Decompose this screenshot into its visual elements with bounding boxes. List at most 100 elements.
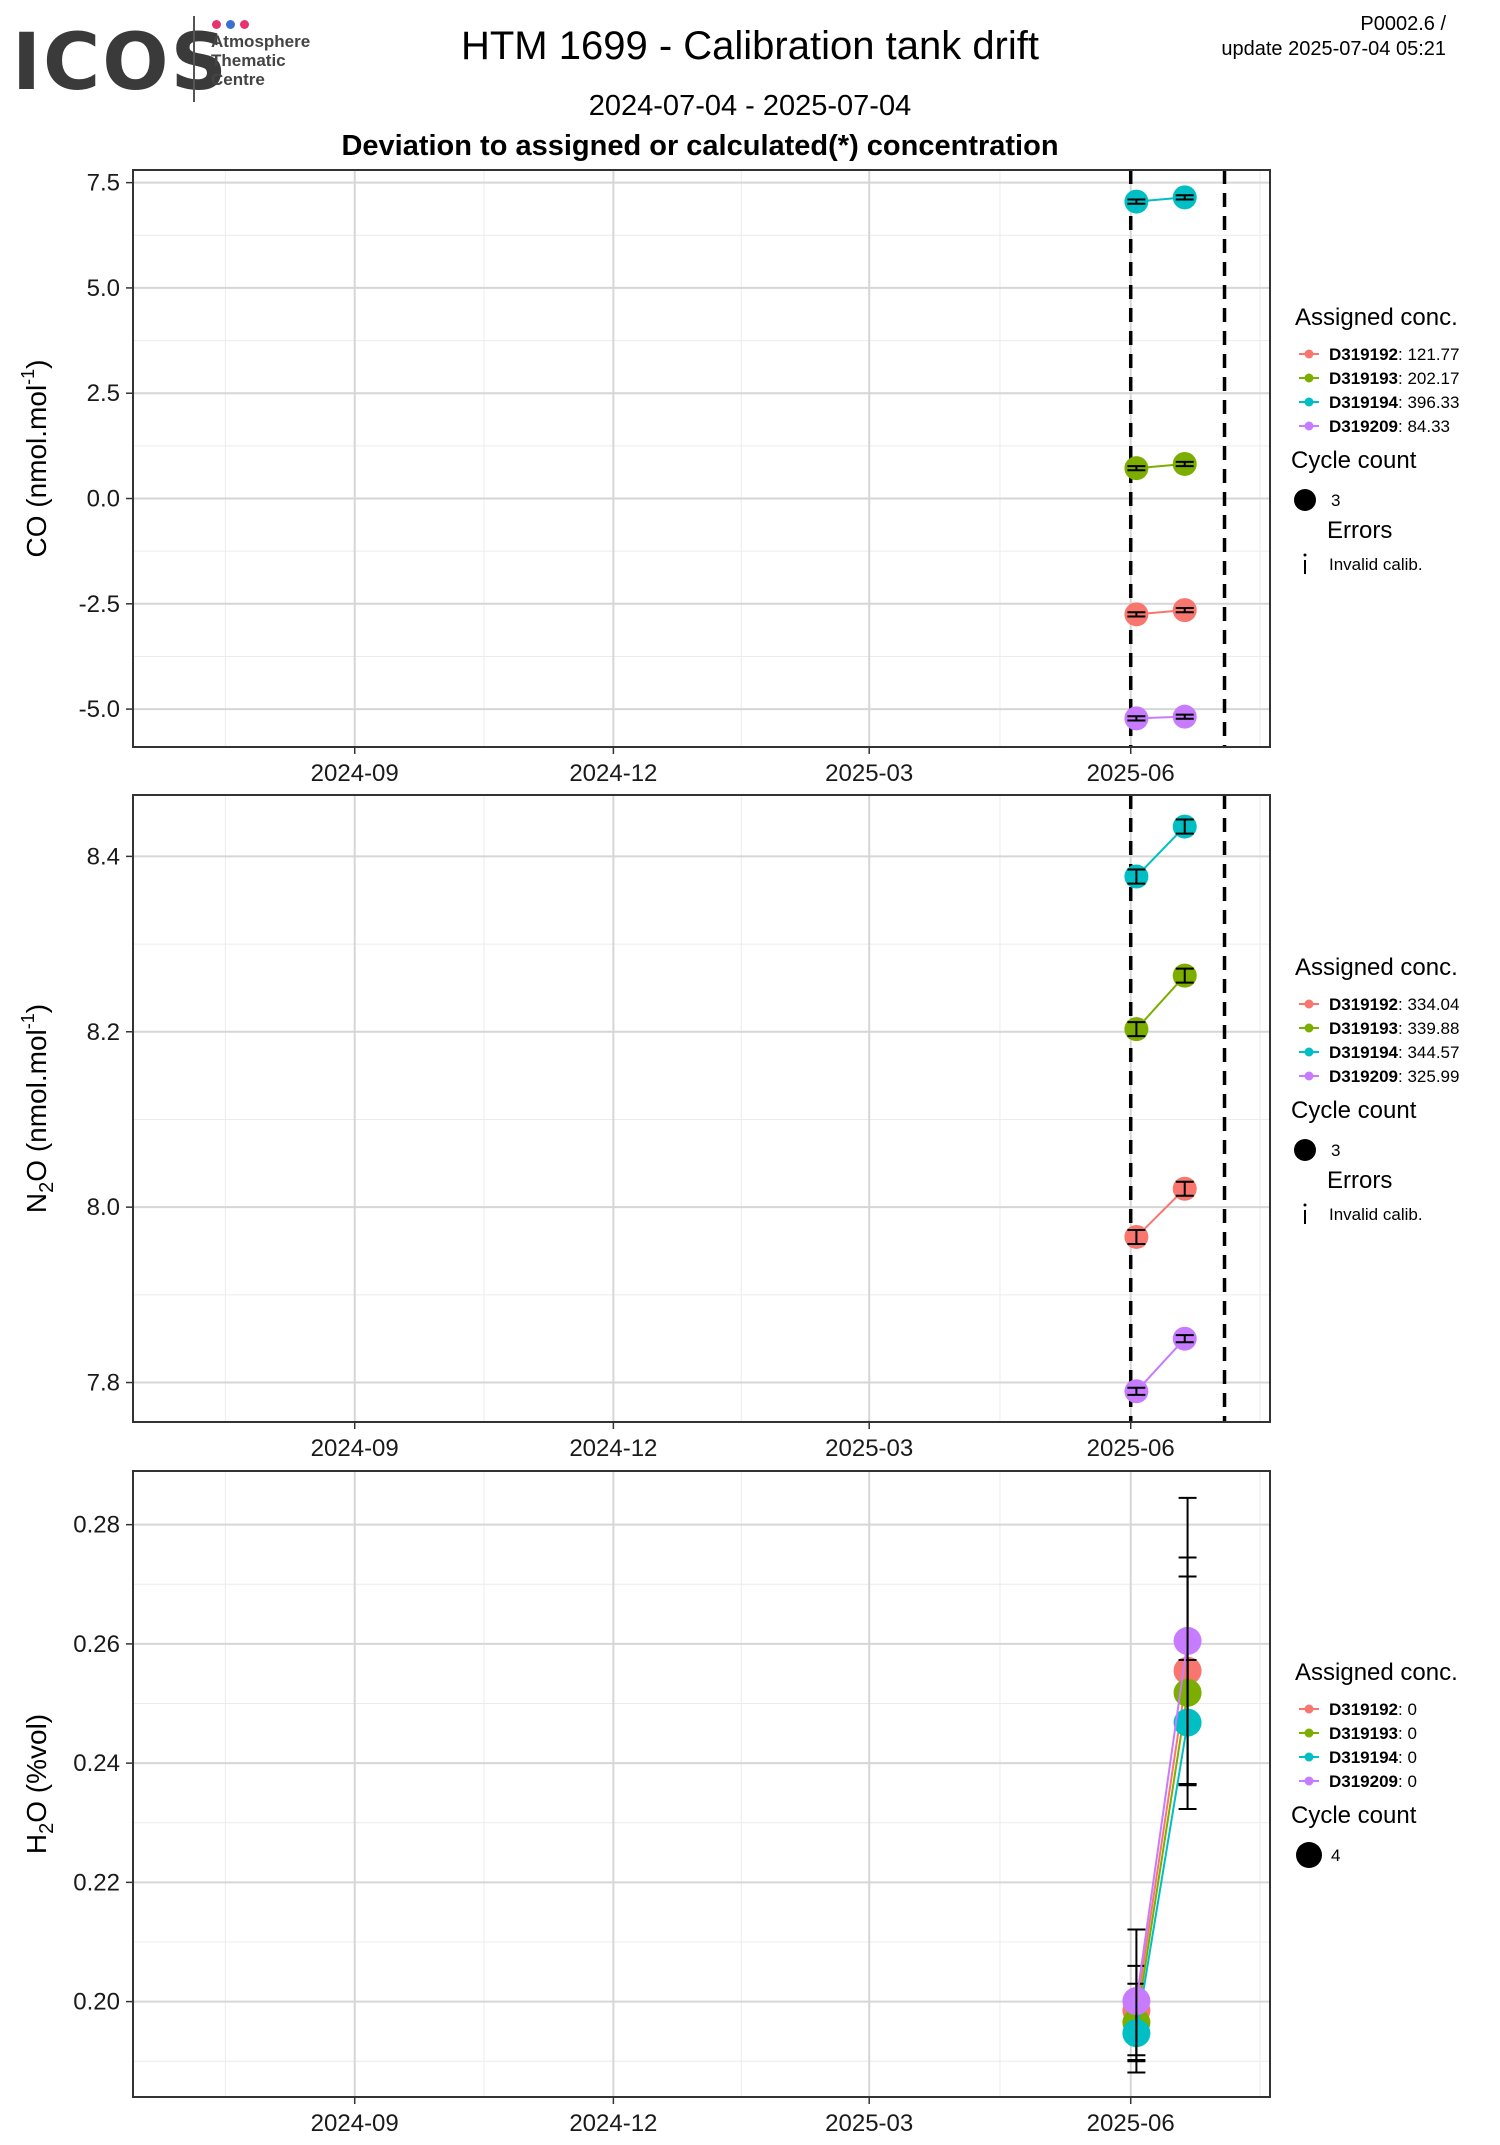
x-tick-label: 2024-09 <box>311 1435 399 1462</box>
legend-entry-value: : 339.88 <box>1398 1019 1459 1038</box>
y-tick-label: 8.2 <box>87 1019 120 1046</box>
logo-dot <box>226 20 235 29</box>
legend-key-dot <box>1304 1071 1314 1081</box>
legend-errors-label: Invalid calib. <box>1329 1205 1423 1224</box>
legend-entry-value: : 0 <box>1398 1748 1417 1767</box>
logo-dots-icon <box>212 16 254 34</box>
legend-entry-value: : 121.77 <box>1398 345 1459 364</box>
x-tick-label: 2025-03 <box>825 760 913 787</box>
legend-entry-D319192: D319192: 0 <box>1329 1700 1417 1719</box>
legend-entry-name: D319194 <box>1329 1748 1399 1767</box>
y-tick-label: 2.5 <box>87 380 120 407</box>
date-range: 2024-07-04 - 2025-07-04 <box>588 90 912 122</box>
series-line-D319193 <box>1135 974 1186 1030</box>
legend-key-dot <box>1304 1728 1314 1738</box>
legend-key-dot <box>1304 349 1314 359</box>
legend-title-assigned: Assigned conc. <box>1295 304 1458 331</box>
y-axis-title-part: CO (nmol.mol <box>21 385 52 558</box>
y-axis-title-part: N <box>21 1193 52 1213</box>
legend-entry-value: : 0 <box>1398 1724 1417 1743</box>
plot-border <box>132 169 1271 748</box>
legend-key-dot <box>1304 1023 1314 1033</box>
y-tick-label: 7.8 <box>87 1370 120 1397</box>
logo-line-1: Atmosphere <box>211 32 311 51</box>
x-tick-label: 2024-12 <box>569 760 657 787</box>
logo-line-3: Centre <box>211 70 265 89</box>
y-tick-label: 0.26 <box>73 1631 120 1658</box>
x-tick-label: 2025-03 <box>825 1435 913 1462</box>
legend-entry-name: D319193 <box>1329 1019 1398 1038</box>
y-axis-title-part: ) <box>21 359 52 368</box>
legend-key-dot <box>1304 1047 1314 1057</box>
legend-entry-name: D319192 <box>1329 1700 1398 1719</box>
legend-entry-D319192: D319192: 334.04 <box>1329 995 1459 1014</box>
legend-key-dot <box>1304 999 1314 1009</box>
legend-entry-D319194: D319194: 344.57 <box>1329 1043 1459 1062</box>
version-label: P0002.6 / <box>1360 13 1446 35</box>
page-title: HTM 1699 - Calibration tank drift <box>460 24 1039 68</box>
legend-title-cycle: Cycle count <box>1291 447 1417 474</box>
legend-entry-D319209: D319209: 325.99 <box>1329 1067 1459 1086</box>
legend: Assigned conc. D319192: 334.04 D319193: 33… <box>1291 954 1459 1224</box>
legend-entry-value: : 344.57 <box>1398 1043 1459 1062</box>
legend-entry-name: D319193 <box>1329 369 1398 388</box>
version-info: P0002.6 / update 2025-07-04 05:21 <box>1221 12 1446 62</box>
y-tick-label: 0.20 <box>73 1989 120 2016</box>
legend-cycle-value: 3 <box>1331 491 1340 510</box>
x-tick-label: 2025-03 <box>825 2110 913 2137</box>
legend-cycle-value: 4 <box>1331 1846 1340 1865</box>
logo-dot <box>212 20 221 29</box>
y-tick-label: -5.0 <box>79 696 120 723</box>
update-timestamp: update 2025-07-04 05:21 <box>1221 38 1446 60</box>
plot-background <box>133 170 1270 747</box>
x-tick-label: 2024-09 <box>311 2110 399 2137</box>
logo-line-2: Thematic <box>211 51 286 70</box>
legend-entry-D319192: D319192: 121.77 <box>1329 345 1459 364</box>
legend-title-cycle: Cycle count <box>1291 1802 1417 1829</box>
legend-cycle-dot <box>1294 1139 1316 1161</box>
y-tick-label: 7.5 <box>87 170 120 197</box>
legend-key-dot <box>1304 373 1314 383</box>
y-tick-label: 5.0 <box>87 275 120 302</box>
legend-errors-label: Invalid calib. <box>1329 555 1423 574</box>
y-tick-label: 0.28 <box>73 1512 120 1539</box>
legend-entry-value: : 84.33 <box>1398 417 1450 436</box>
legend-title-assigned: Assigned conc. <box>1295 954 1458 981</box>
chart-panel-2: 2024-09 2024-12 2025-03 2025-06 8.4 8.2 8.0 7.8… <box>18 794 1459 1462</box>
series-line-D319193 <box>1135 1692 1189 2023</box>
series-line-D319209 <box>1135 1640 1189 2002</box>
legend-entry-D319209: D319209: 0 <box>1329 1772 1417 1791</box>
logo-dot <box>240 20 249 29</box>
legend-entry-D319194: D319194: 0 <box>1329 1748 1417 1767</box>
chart-panel-3: 2024-09 2024-12 2025-03 2025-06 0.28 0.26 0.24… <box>21 1470 1458 2137</box>
legend-entry-D319193: D319193: 0 <box>1329 1724 1417 1743</box>
x-tick-label: 2025-06 <box>1087 1435 1175 1462</box>
legend-entry-D319209: D319209: 84.33 <box>1329 417 1450 436</box>
y-tick-label: 0.22 <box>73 1869 120 1896</box>
y-tick-label: 0.0 <box>87 486 120 513</box>
x-tick-label: 2024-12 <box>569 2110 657 2137</box>
legend-entry-name: D319209 <box>1329 1067 1398 1086</box>
plot-background <box>133 1471 1270 2097</box>
legend-entry-D319193: D319193: 339.88 <box>1329 1019 1459 1038</box>
legend-entry-value: : 396.33 <box>1398 393 1459 412</box>
legend-title-assigned: Assigned conc. <box>1295 1659 1458 1686</box>
x-tick-label: 2025-06 <box>1087 760 1175 787</box>
y-axis-title-superscript: -1 <box>18 369 38 385</box>
legend-entry-name: D319194 <box>1329 393 1399 412</box>
legend-key-dot <box>1304 1776 1314 1786</box>
legend-entry-value: : 325.99 <box>1398 1067 1459 1086</box>
legend-error-key-dot <box>1303 1203 1307 1207</box>
legend-entry-name: D319209 <box>1329 1772 1398 1791</box>
chart-panel-1: 2024-09 2024-12 2025-03 2025-06 7.5 5.0 2.5 0.0… <box>18 169 1459 787</box>
x-tick-label: 2025-06 <box>1087 2110 1175 2137</box>
logo-divider <box>193 16 195 102</box>
series-line-D319194 <box>1135 1722 1189 2034</box>
legend-cycle-dot <box>1294 489 1316 511</box>
legend-title-errors: Errors <box>1327 1167 1392 1194</box>
legend-entry-value: : 334.04 <box>1398 995 1459 1014</box>
y-tick-label: 8.4 <box>87 843 120 870</box>
